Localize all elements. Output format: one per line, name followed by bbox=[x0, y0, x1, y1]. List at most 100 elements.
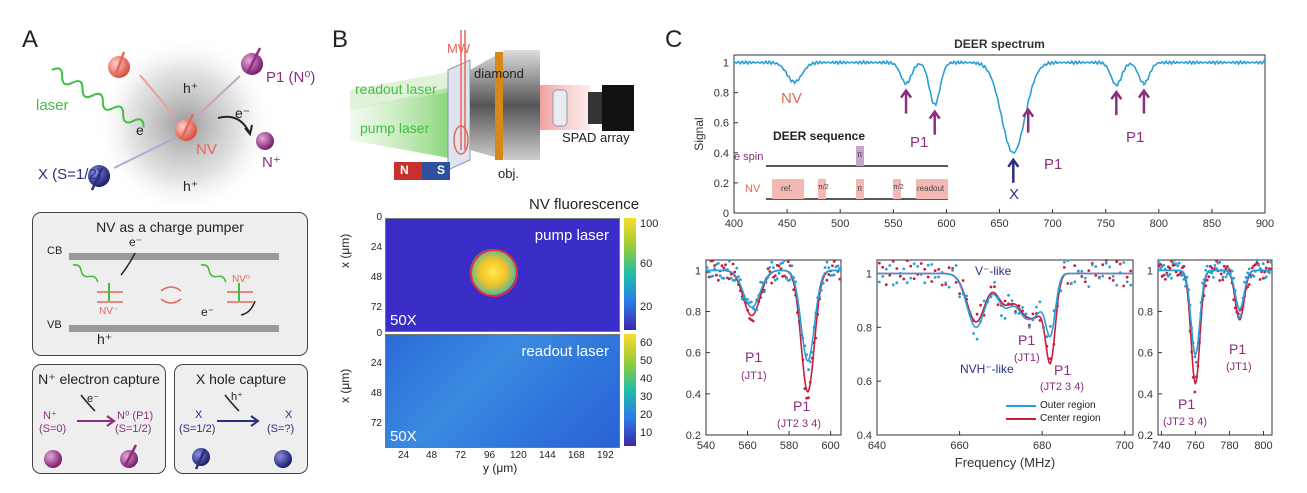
cbar2-tick-1: 50 bbox=[640, 355, 653, 367]
deer-spectrum-line bbox=[734, 59, 1266, 154]
outer-region-curve-point-18 bbox=[940, 271, 944, 274]
center-region-curve-point-17 bbox=[937, 267, 941, 271]
zl-p1-a: P1 bbox=[745, 349, 763, 365]
outer-region-curve-point-16 bbox=[735, 266, 739, 270]
x-tick-label-4: 600 bbox=[937, 218, 955, 230]
outer-region-curve-point-13 bbox=[729, 276, 733, 280]
outer-region-curve-point-50 bbox=[1052, 309, 1056, 312]
outer-region-curve-point-12 bbox=[727, 259, 731, 263]
map2-ytick-0: 0 bbox=[376, 328, 382, 339]
map2-ytick-2: 48 bbox=[370, 388, 382, 399]
charge-transfer-diagram bbox=[51, 35, 275, 205]
zm-p1-a: P1 bbox=[1018, 332, 1036, 348]
nv-center-spin bbox=[179, 113, 195, 141]
outer-region-curve-point-69 bbox=[1118, 271, 1122, 275]
outer-region-curve-point-51 bbox=[1056, 298, 1059, 302]
zl-jt1: (JT1) bbox=[741, 370, 767, 382]
outer-region-curve-point-26 bbox=[968, 310, 972, 314]
center-region-curve-point-36 bbox=[1003, 299, 1007, 303]
outer-region-curve-point-37 bbox=[773, 278, 777, 282]
center-region-curve-point-69 bbox=[1264, 266, 1268, 270]
magnet-s-label: S bbox=[437, 163, 446, 177]
y-tick-label-0: 0 bbox=[723, 208, 729, 220]
center-region-curve-point-15 bbox=[733, 270, 737, 274]
y-tick-label-3: 0.8 bbox=[686, 306, 701, 318]
outer-region-curve-point-49 bbox=[796, 297, 799, 301]
center-region-curve-point-49 bbox=[1049, 357, 1052, 360]
x-tick-label-10: 900 bbox=[1256, 218, 1274, 230]
center-region-curve-point-70 bbox=[1266, 260, 1270, 264]
outer-region-curve-point-62 bbox=[1254, 269, 1257, 273]
outer-region-curve-point-36 bbox=[1213, 264, 1217, 267]
cb-label: CB bbox=[47, 245, 63, 257]
center-region-curve-point-5 bbox=[715, 273, 718, 277]
pumper-e-bottom: e⁻ bbox=[201, 305, 215, 319]
outer-region-curve-point-58 bbox=[1247, 267, 1251, 271]
outer-region-curve-point-56 bbox=[1073, 280, 1077, 284]
readout-laser-map: readout laser 50X bbox=[385, 334, 620, 448]
legend-center-label: Center region bbox=[1040, 413, 1101, 424]
outer-region-curve-point-36 bbox=[772, 266, 775, 269]
charge-pumper-box: NV as a charge pumper CB VB e⁻ e⁻ h⁺ NV⁻… bbox=[32, 212, 308, 356]
center-region-curve-point-57 bbox=[810, 356, 814, 360]
x-capture-left-spin: (S=1/2) bbox=[179, 423, 216, 435]
laser-wave bbox=[51, 67, 145, 128]
x-capture-graphic bbox=[192, 394, 292, 470]
y-tick-label-2: 0.6 bbox=[1138, 348, 1153, 360]
outer-region-curve-point-70 bbox=[1122, 261, 1126, 264]
outer-region-curve-point-71 bbox=[836, 264, 840, 268]
outer-region-curve-point-49 bbox=[1233, 289, 1237, 293]
outer-region-curve-point-41 bbox=[781, 261, 785, 265]
center-region-curve-point-60 bbox=[1087, 269, 1091, 272]
outer-region-curve-point-41 bbox=[1021, 306, 1024, 309]
outer-region-curve-point-34 bbox=[1210, 271, 1214, 275]
map-xtick-2: 72 bbox=[455, 450, 467, 461]
map1-ytick-1: 24 bbox=[370, 242, 382, 253]
outer-region-curve-point-68 bbox=[1115, 283, 1119, 287]
x-tick-label-3: 800 bbox=[1254, 440, 1272, 452]
plot-frame bbox=[876, 259, 1134, 436]
outer-region-curve-point-3 bbox=[711, 274, 715, 278]
magnet-south bbox=[422, 162, 450, 180]
x-tick-label-1: 660 bbox=[950, 440, 968, 452]
center-region-curve-point-37 bbox=[1007, 302, 1010, 306]
outer-region-curve-point-64 bbox=[1101, 274, 1105, 278]
outer-region-curve-point-49 bbox=[1049, 325, 1052, 328]
outer-region-curve-point-72 bbox=[838, 266, 842, 270]
outer-region-curve-point-3 bbox=[1162, 263, 1166, 267]
outer-region-curve-point-53 bbox=[803, 344, 807, 348]
outer-region-curve-point-23 bbox=[1193, 355, 1197, 359]
outer-region-curve-point-19 bbox=[944, 281, 948, 285]
outer-region-curve-point-23 bbox=[958, 295, 961, 299]
center-region-curve-point-32 bbox=[989, 285, 993, 289]
n-capture-left: N⁺ bbox=[43, 410, 57, 422]
outer-region-curve-point-10 bbox=[1173, 258, 1176, 262]
outer-region-curve-point-7 bbox=[1168, 272, 1172, 276]
center-region-curve-point-16 bbox=[1182, 264, 1186, 268]
zm-jt1: (JT1) bbox=[1014, 352, 1040, 364]
outer-region-curve-point-15 bbox=[930, 263, 934, 266]
center-region-curve-point-8 bbox=[720, 264, 724, 268]
outer-region-curve-point-57 bbox=[810, 351, 814, 354]
center-region-curve-point-40 bbox=[1017, 304, 1021, 308]
cbar1-tick-0: 100 bbox=[640, 218, 659, 230]
magnet-north bbox=[394, 162, 422, 180]
outer-region-curve bbox=[1158, 269, 1272, 356]
deer-spectrum-chart: 400 450 500 550 600 650 700 750 800 850 900 0 0.2 0.4… bbox=[692, 37, 1274, 230]
center-region-curve-point-18 bbox=[739, 289, 742, 293]
outer-region-curve-point-43 bbox=[1028, 325, 1031, 329]
readout-laser-label: readout laser bbox=[355, 81, 437, 97]
outer-region-curve-point-63 bbox=[821, 281, 825, 285]
outer-region-curve-point-47 bbox=[1042, 326, 1045, 330]
map-xtick-6: 168 bbox=[568, 450, 585, 461]
center-region-curve-point-69 bbox=[832, 260, 836, 263]
outer-region-curve-point-20 bbox=[1188, 303, 1192, 307]
x-tick-label-5: 650 bbox=[990, 218, 1008, 230]
seq-ref: ref. bbox=[781, 184, 793, 193]
outer-region-curve-point-1 bbox=[707, 270, 711, 274]
valence-band bbox=[69, 325, 279, 332]
cbar1-tick-2: 20 bbox=[640, 301, 653, 313]
outer-region-curve-point-52 bbox=[1238, 315, 1242, 319]
center-region-curve-point-39 bbox=[1218, 279, 1222, 282]
center-region-curve-point-14 bbox=[731, 262, 735, 266]
